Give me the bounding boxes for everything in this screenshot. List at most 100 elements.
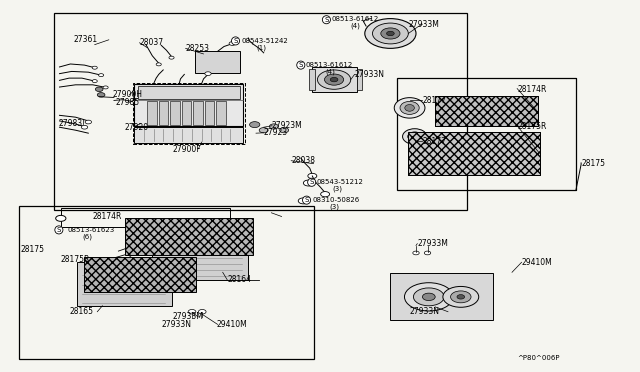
Text: 27361: 27361 — [74, 35, 98, 44]
Ellipse shape — [400, 102, 419, 115]
Bar — [152, 238, 248, 280]
Text: (6): (6) — [82, 233, 92, 240]
Circle shape — [250, 122, 260, 128]
Text: 28164: 28164 — [227, 275, 251, 284]
Text: 27933M: 27933M — [173, 312, 204, 321]
Bar — [182, 101, 191, 125]
Text: 08513-61612: 08513-61612 — [332, 16, 379, 22]
Bar — [54, 13, 467, 210]
Circle shape — [321, 192, 330, 197]
Text: (3): (3) — [333, 186, 343, 192]
Text: S: S — [234, 38, 237, 44]
Bar — [309, 69, 315, 90]
Bar — [84, 257, 196, 292]
Bar — [195, 51, 240, 73]
Bar — [435, 96, 538, 126]
Text: 27933M: 27933M — [417, 239, 448, 248]
Text: S: S — [305, 197, 308, 203]
Bar — [61, 208, 230, 227]
Circle shape — [372, 23, 408, 44]
Circle shape — [169, 56, 174, 59]
Circle shape — [413, 288, 444, 306]
Bar — [408, 132, 540, 175]
Text: 29410M: 29410M — [522, 258, 552, 267]
Text: 27923M: 27923M — [272, 121, 303, 130]
Circle shape — [92, 66, 97, 69]
Circle shape — [457, 295, 465, 299]
Circle shape — [387, 31, 394, 36]
Text: 28165: 28165 — [69, 307, 93, 316]
Text: 28037: 28037 — [140, 38, 164, 47]
Circle shape — [92, 80, 97, 83]
Circle shape — [308, 173, 317, 179]
Bar — [147, 101, 157, 125]
Text: ^P80^006P: ^P80^006P — [517, 355, 559, 361]
Text: (4): (4) — [351, 23, 360, 29]
Bar — [408, 132, 540, 175]
Bar — [134, 127, 243, 143]
Circle shape — [317, 70, 351, 89]
Text: 27933N: 27933N — [355, 70, 385, 79]
Circle shape — [56, 215, 66, 221]
Circle shape — [156, 63, 161, 66]
Bar — [138, 86, 240, 99]
Circle shape — [97, 93, 105, 97]
Circle shape — [269, 124, 278, 129]
Text: 27933M: 27933M — [408, 20, 439, 29]
Bar — [170, 101, 180, 125]
Circle shape — [188, 310, 196, 314]
Text: 28177: 28177 — [422, 96, 447, 105]
Bar — [312, 67, 357, 92]
Circle shape — [99, 74, 104, 77]
Text: S: S — [324, 17, 328, 23]
Text: 27985: 27985 — [115, 98, 140, 107]
Text: 27900F: 27900F — [173, 145, 202, 154]
Circle shape — [381, 28, 400, 39]
Text: 08310-50826: 08310-50826 — [312, 197, 360, 203]
Bar — [390, 273, 493, 320]
Text: (3): (3) — [330, 203, 340, 210]
Text: S: S — [299, 62, 303, 68]
Text: 08543-51212: 08543-51212 — [317, 179, 364, 185]
Circle shape — [422, 293, 435, 301]
Circle shape — [95, 87, 103, 92]
Text: (1): (1) — [256, 44, 266, 51]
Text: 28174R: 28174R — [517, 85, 547, 94]
Circle shape — [221, 232, 227, 235]
Circle shape — [259, 128, 268, 133]
Circle shape — [103, 86, 108, 89]
Bar — [134, 84, 243, 126]
Text: S: S — [310, 179, 314, 185]
Bar — [397, 78, 576, 190]
Text: (4): (4) — [325, 68, 335, 75]
Text: 27983: 27983 — [59, 119, 83, 128]
Text: 28175R: 28175R — [61, 255, 90, 264]
Circle shape — [298, 198, 308, 204]
Circle shape — [303, 180, 314, 186]
Text: 08513-61612: 08513-61612 — [306, 62, 353, 68]
Text: 28175: 28175 — [581, 159, 605, 168]
Bar — [205, 101, 214, 125]
Ellipse shape — [408, 132, 422, 141]
Text: 28175R: 28175R — [517, 122, 547, 131]
Circle shape — [205, 72, 211, 76]
Text: 08513-61623: 08513-61623 — [67, 227, 115, 233]
Text: 28175: 28175 — [20, 245, 45, 254]
Bar — [19, 206, 314, 359]
Circle shape — [324, 74, 344, 85]
Text: 28253: 28253 — [186, 44, 210, 53]
Text: 27933N: 27933N — [161, 320, 191, 329]
Bar — [357, 69, 362, 90]
Circle shape — [451, 291, 471, 303]
Ellipse shape — [394, 98, 425, 118]
Text: S: S — [57, 227, 61, 233]
Ellipse shape — [403, 129, 427, 144]
Circle shape — [229, 42, 236, 45]
Text: 27900H: 27900H — [113, 90, 143, 99]
Ellipse shape — [404, 105, 415, 111]
Bar — [77, 262, 172, 306]
Circle shape — [443, 286, 479, 307]
Bar — [193, 101, 203, 125]
Circle shape — [424, 251, 431, 255]
Circle shape — [140, 232, 147, 235]
